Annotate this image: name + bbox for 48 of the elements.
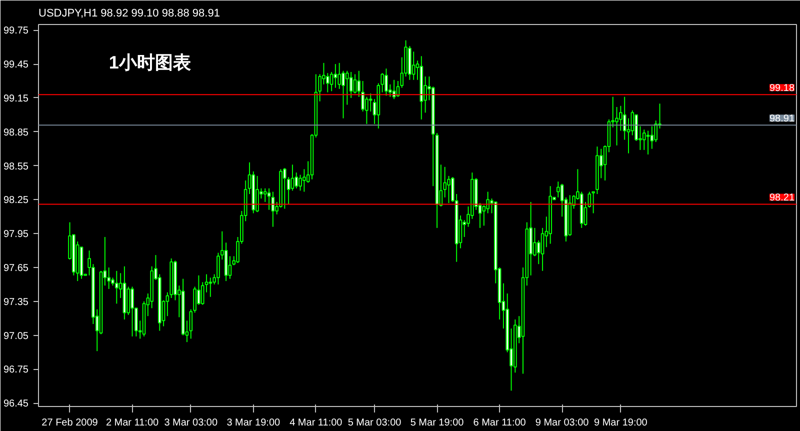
x-tick-label: 9 Mar 03:00: [535, 418, 590, 428]
y-tick-label: 97.65: [3, 262, 29, 274]
candlestick: [346, 70, 349, 106]
candlestick: [302, 168, 306, 192]
candlestick: [384, 68, 388, 96]
candlestick: [256, 175, 259, 213]
candlestick: [208, 277, 212, 298]
x-tick-label: 6 Mar 11:00: [473, 418, 526, 428]
x-tick-label: 5 Mar 03:00: [348, 418, 402, 428]
y-tick-label: 99.45: [3, 60, 29, 71]
annotation: 1小时图表: [108, 52, 191, 73]
candlestick: [556, 181, 560, 198]
candlestick: [338, 62, 342, 90]
x-tick-label: 5 Mar 19:00: [410, 418, 464, 428]
candlestick: [267, 188, 271, 210]
x-tick-label: 3 Mar 19:00: [226, 418, 281, 428]
x-tick-label: 27 Feb 2009: [42, 418, 98, 428]
ref-line-label: 98.21: [769, 192, 795, 204]
y-tick-label: 97.05: [3, 330, 29, 342]
candlestick: [326, 72, 330, 93]
candlestick: [130, 286, 134, 337]
candlestick: [349, 71, 353, 98]
candlestick: [126, 286, 130, 316]
y-tick-label: 96.45: [3, 398, 29, 410]
candlestick: [412, 51, 416, 80]
x-tick-label: 2 Mar 11:00: [106, 418, 160, 428]
candlestick: [646, 130, 650, 155]
y-tick-label: 96.75: [3, 364, 29, 376]
candlestick: [282, 168, 286, 210]
candlestick: [330, 71, 334, 92]
chart-title: USDJPY,H1 98.92 99.10 98.88 98.91: [38, 8, 220, 20]
y-tick-label: 98.25: [3, 195, 29, 206]
candlestick: [650, 126, 654, 150]
y-tick-label: 99.15: [3, 93, 29, 104]
candlestick: [353, 74, 357, 94]
candlestick: [334, 64, 338, 88]
y-tick-label: 97.95: [3, 229, 29, 240]
candlestick: [114, 270, 118, 304]
y-tick-label: 98.55: [3, 161, 29, 172]
candlestick: [642, 129, 646, 150]
y-tick-label: 98.85: [3, 127, 29, 138]
x-tick-label: 9 Mar 19:00: [594, 418, 648, 428]
y-tick-label: 99.75: [3, 26, 29, 37]
x-tick-label: 4 Mar 11:00: [290, 418, 343, 428]
candlestick: [290, 164, 294, 192]
y-tick-label: 97.35: [3, 296, 29, 308]
x-tick-label: 3 Mar 03:00: [164, 418, 218, 428]
candlestick: [540, 227, 544, 272]
